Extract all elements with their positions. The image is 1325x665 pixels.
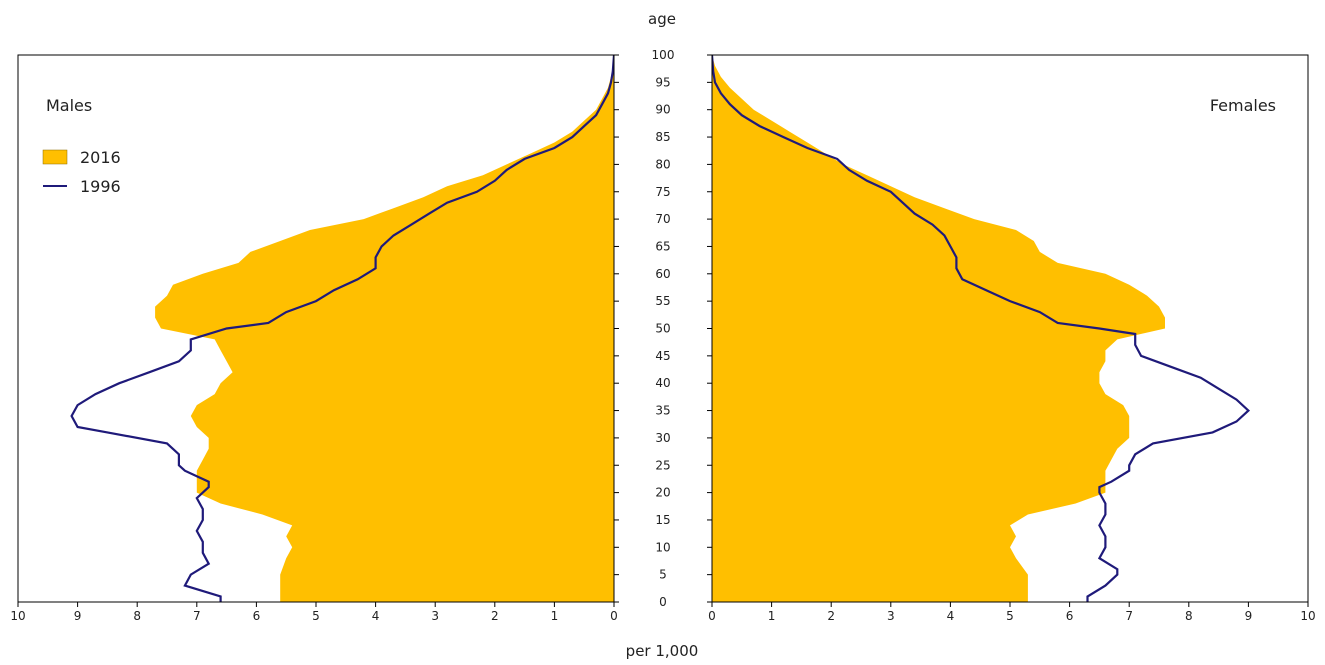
- males-x-tick-label: 4: [372, 609, 380, 623]
- females-x-tick-label: 6: [1066, 609, 1074, 623]
- females-x-tick-label: 2: [827, 609, 835, 623]
- males-x-tick-label: 10: [10, 609, 25, 623]
- age-tick-label: 85: [655, 130, 670, 144]
- age-tick-label: 95: [655, 75, 670, 89]
- age-tick-label: 25: [655, 458, 670, 472]
- females-panel-label: Females: [1210, 96, 1276, 115]
- age-tick-label: 80: [655, 157, 670, 171]
- females-x-tick-label: 4: [947, 609, 955, 623]
- legend-label-1996: 1996: [80, 177, 121, 196]
- males-x-tick-label: 1: [551, 609, 559, 623]
- males-x-tick-label: 3: [431, 609, 439, 623]
- age-axis: 0 5 10 15 20 25 30 35 40 45 50 55 60 65 70 75 80 85 90 95 10…: [614, 48, 712, 609]
- age-tick-label: 60: [655, 267, 670, 281]
- legend: 2016 1996: [42, 148, 121, 196]
- x-axis-title: per 1,000: [626, 642, 699, 660]
- males-1996-line: [70, 55, 614, 602]
- females-x-tick-label: 5: [1006, 609, 1014, 623]
- females-x-tick-label: 1: [768, 609, 776, 623]
- females-1996-line: [712, 55, 1251, 602]
- age-tick-label: 30: [655, 431, 670, 445]
- females-panel: [712, 55, 1251, 602]
- females-x-tick-label: 9: [1245, 609, 1253, 623]
- age-tick-label: 15: [655, 513, 670, 527]
- females-x-tick-label: 8: [1185, 609, 1193, 623]
- age-tick-label: 65: [655, 239, 670, 253]
- males-x-tick-label: 9: [74, 609, 82, 623]
- legend-swatch-2016: [42, 149, 68, 165]
- age-tick-label: 35: [655, 404, 670, 418]
- males-x-axis: 0 1 2 3 4 5 6 7 8 9 10: [10, 602, 618, 623]
- males-x-tick-label: 2: [491, 609, 499, 623]
- males-x-tick-label: 6: [253, 609, 261, 623]
- males-x-tick-label: 7: [193, 609, 201, 623]
- females-x-tick-label: 3: [887, 609, 895, 623]
- females-x-axis: 0 1 2 3 4 5 6 7 8 9 10: [708, 602, 1316, 623]
- females-x-tick-label: 7: [1125, 609, 1133, 623]
- females-x-tick-label: 0: [708, 609, 716, 623]
- age-tick-label: 10: [655, 540, 670, 554]
- legend-label-2016: 2016: [80, 148, 121, 167]
- males-panel-label: Males: [46, 96, 92, 115]
- males-2016-area: [155, 55, 614, 602]
- age-tick-label: 100: [652, 48, 675, 62]
- males-x-tick-label: 8: [133, 609, 141, 623]
- age-tick-label: 90: [655, 103, 670, 117]
- males-x-tick-label: 5: [312, 609, 320, 623]
- males-panel: [70, 55, 614, 602]
- age-tick-label: 50: [655, 322, 670, 336]
- females-2016-area: [712, 55, 1165, 602]
- age-tick-label: 45: [655, 349, 670, 363]
- age-tick-label: 55: [655, 294, 670, 308]
- males-x-tick-label: 0: [610, 609, 618, 623]
- y-axis-title: age: [648, 10, 676, 28]
- age-tick-label: 5: [659, 568, 667, 582]
- age-tick-label: 75: [655, 185, 670, 199]
- age-tick-label: 0: [659, 595, 667, 609]
- females-x-tick-label: 10: [1300, 609, 1315, 623]
- age-tick-label: 70: [655, 212, 670, 226]
- age-tick-label: 40: [655, 376, 670, 390]
- age-tick-label: 20: [655, 486, 670, 500]
